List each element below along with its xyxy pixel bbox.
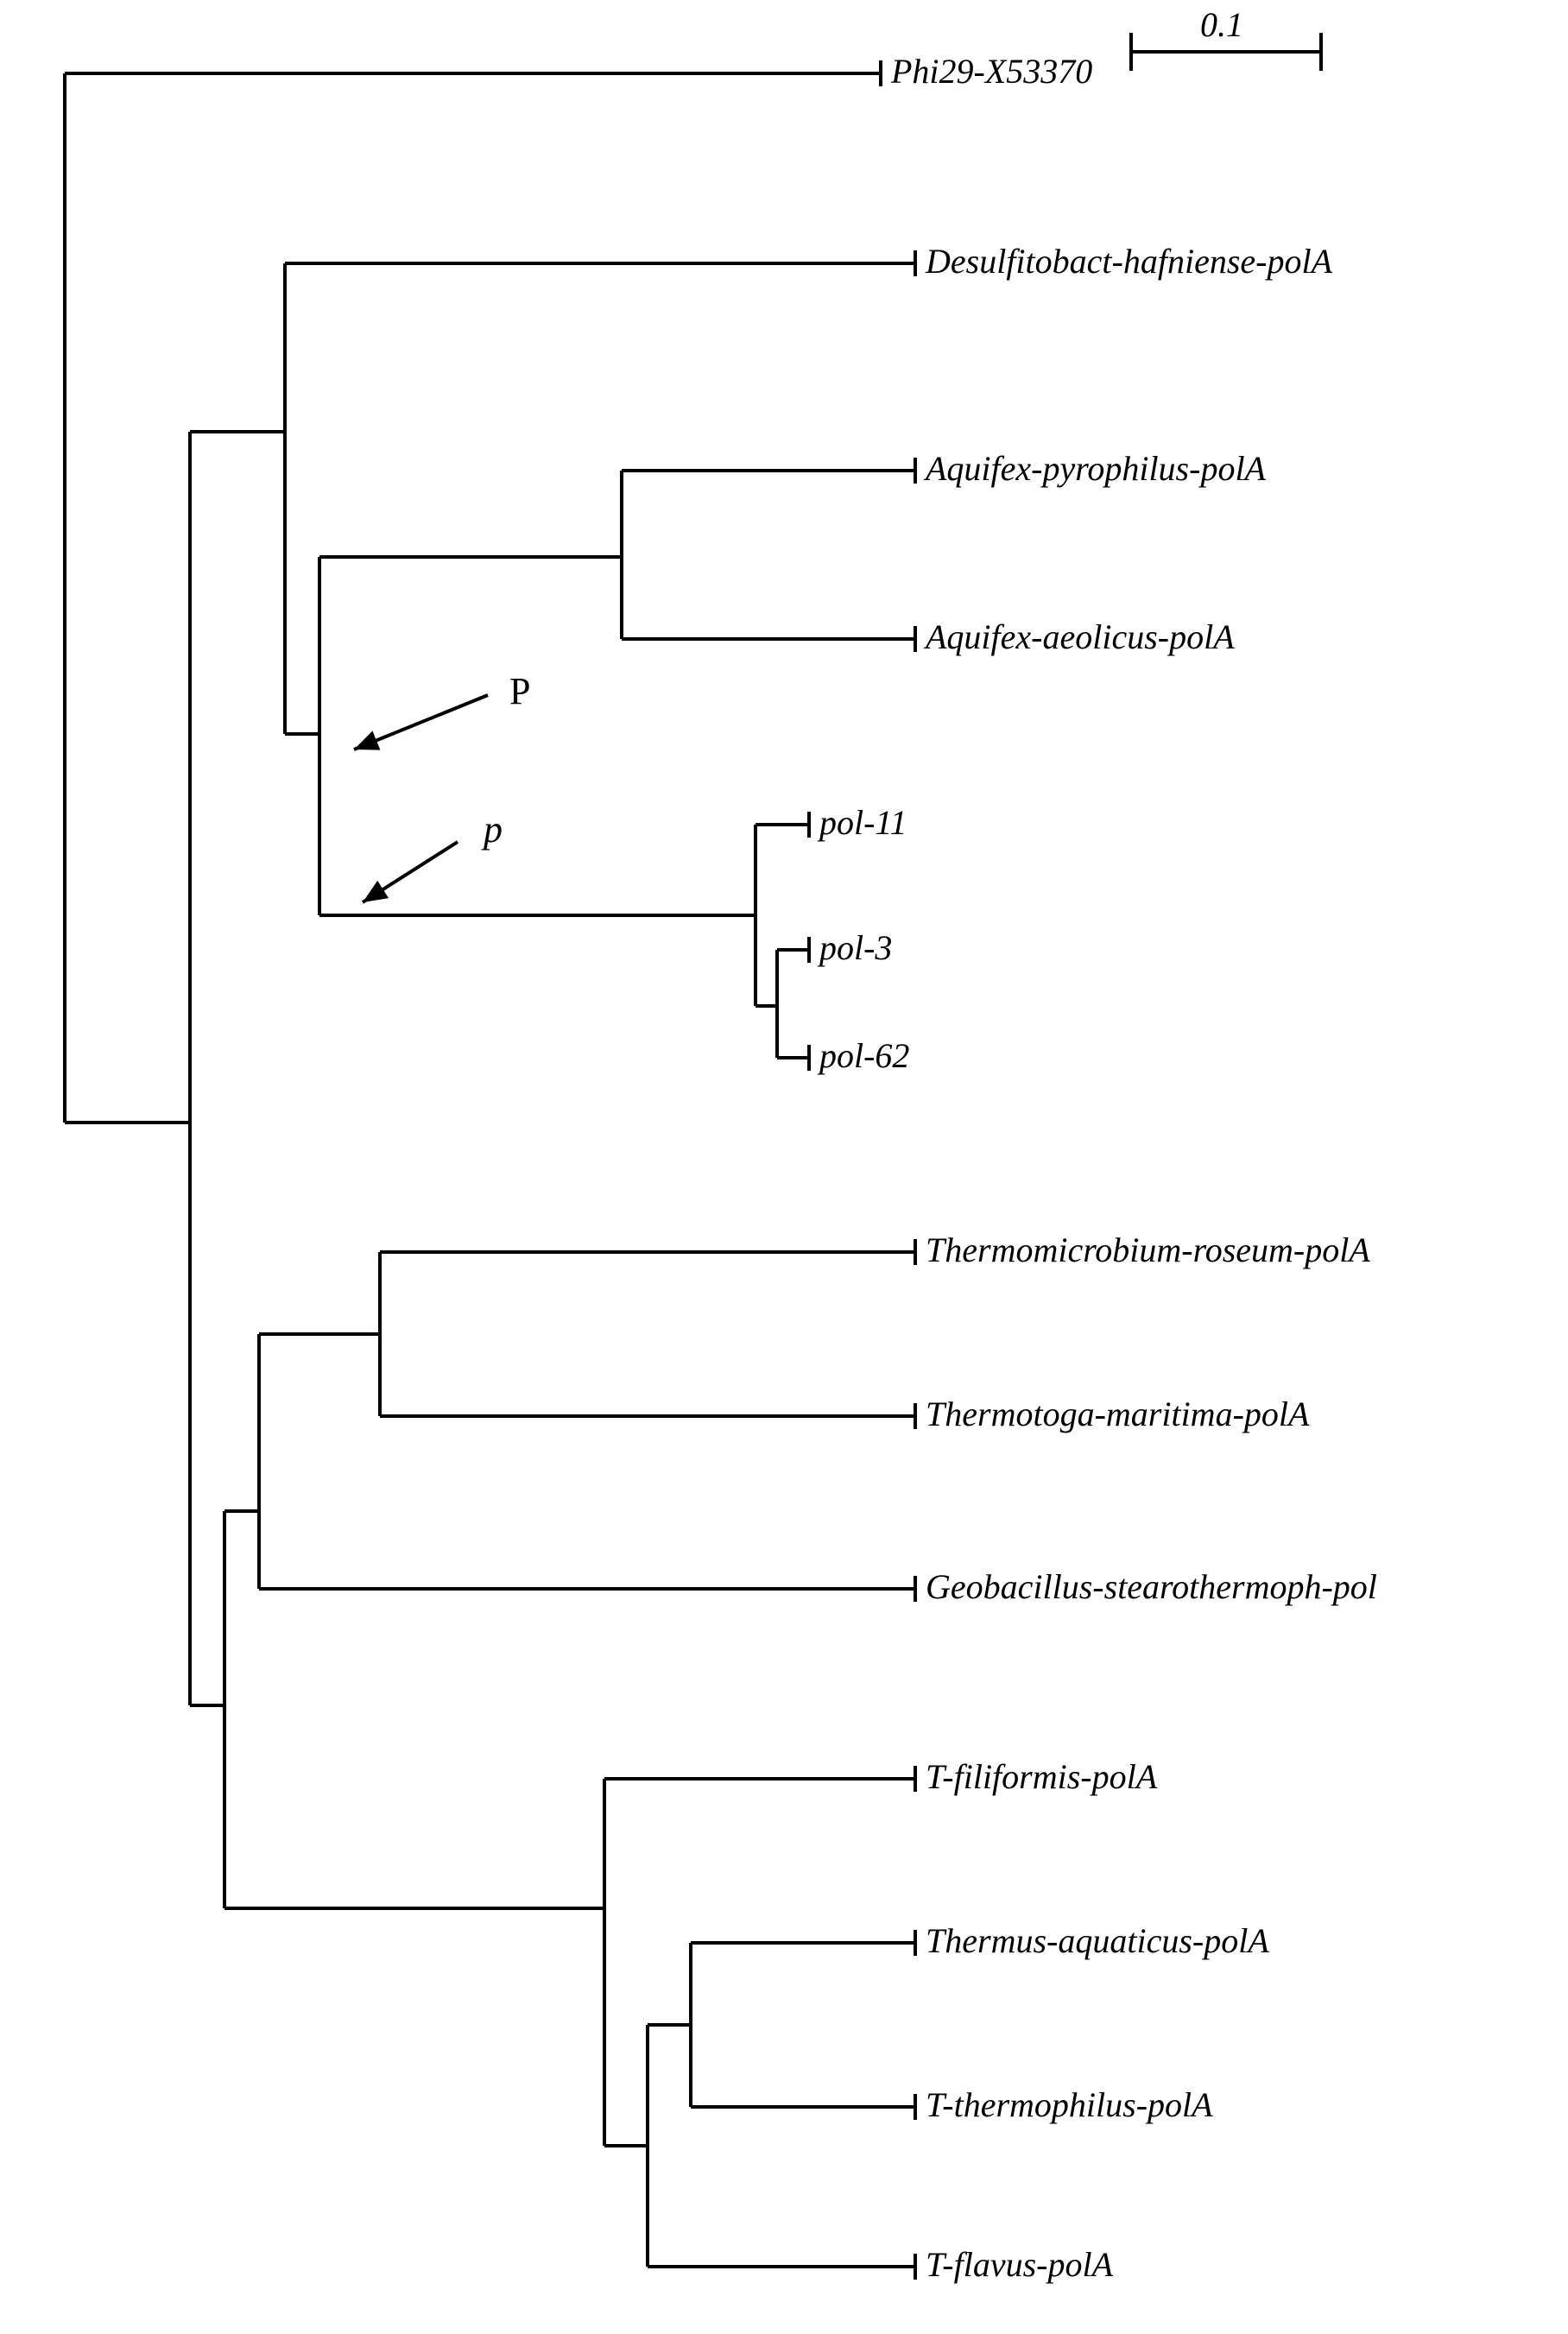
taxon-label: pol-62 [819, 1035, 909, 1076]
taxon-label: pol-3 [819, 927, 892, 968]
scale-bar-label: 0.1 [1200, 4, 1243, 45]
phylogenetic-tree-svg [0, 0, 1568, 2334]
tree-container: 0.1 Phi29-X53370 Desulfitobact-hafniense-p… [0, 0, 1568, 2334]
taxon-label: Geobacillus-stearothermoph-pol [926, 1566, 1377, 1607]
taxon-label: T-filiformis-polA [926, 1756, 1157, 1797]
taxon-label: Aquifex-aeolicus-polA [926, 617, 1235, 657]
taxon-label: T-thermophilus-polA [926, 2084, 1213, 2125]
taxon-label: Thermotoga-maritima-polA [926, 1394, 1309, 1434]
annotation-label: p [484, 807, 503, 851]
taxon-label: Thermomicrobium-roseum-polA [926, 1230, 1370, 1270]
taxon-label: Desulfitobact-hafniense-polA [926, 241, 1332, 281]
taxon-label: pol-11 [819, 802, 907, 843]
taxon-label: Aquifex-pyrophilus-polA [926, 448, 1266, 489]
taxon-label: Thermus-aquaticus-polA [926, 1920, 1269, 1961]
taxon-label: T-flavus-polA [926, 2244, 1113, 2285]
annotation-label: P [509, 669, 530, 713]
taxon-label: Phi29-X53370 [891, 51, 1092, 92]
